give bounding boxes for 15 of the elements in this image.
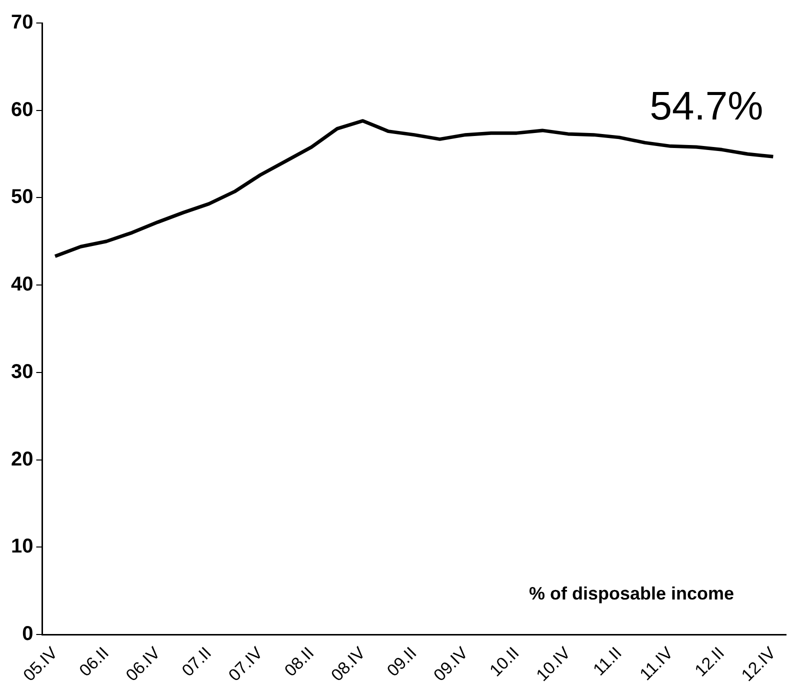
- x-tick-label: 06.II: [76, 643, 113, 680]
- y-tick-label: 50: [10, 186, 34, 208]
- y-tick-label: 10: [10, 536, 34, 558]
- annotation: % of disposable income: [528, 584, 734, 604]
- y-tick-label: 30: [10, 360, 34, 383]
- y-tick-label: 40: [10, 274, 34, 296]
- x-tick-label: 08.II: [280, 643, 318, 680]
- annotation: 54.7%: [650, 84, 764, 129]
- y-tick-label: 20: [10, 448, 34, 470]
- y-tick-label: 60: [10, 98, 34, 121]
- y-tick-label: 70: [10, 12, 34, 34]
- y-tick-label: 0: [22, 623, 34, 646]
- x-tick-label: 09.II: [383, 643, 420, 680]
- x-tick-label: 11.II: [590, 643, 626, 680]
- x-tick-label: 07.II: [178, 643, 216, 680]
